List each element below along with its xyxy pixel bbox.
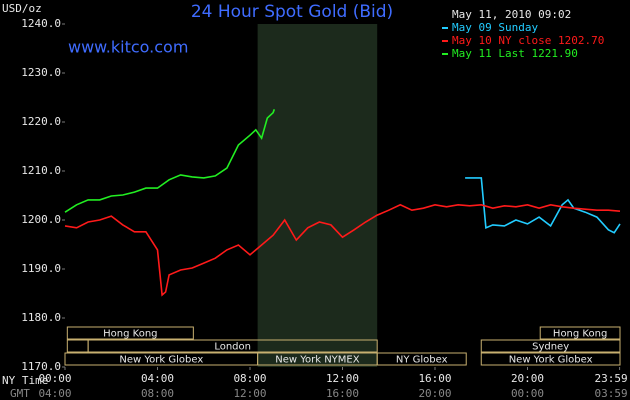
- session-label: London: [214, 342, 251, 353]
- highlight-band: [257, 24, 378, 367]
- x-tick-label: 00:00: [38, 372, 71, 385]
- session-box: [376, 352, 467, 366]
- session-label: Hong Kong: [103, 329, 157, 340]
- y-axis-label: USD/oz: [2, 2, 42, 15]
- session-box: [66, 339, 89, 353]
- legend-label: May 10 NY close 1202.70: [452, 34, 604, 47]
- legend-label: May 09 Sunday: [452, 21, 538, 34]
- session-label: New York Globex: [509, 355, 593, 366]
- x-tick-label: 12:00: [326, 372, 359, 385]
- x-tick-label: 23:59: [594, 372, 627, 385]
- gmt-tick-label: 20:00: [418, 387, 451, 400]
- x-tick-label: 04:00: [141, 372, 174, 385]
- session-label: Hong Kong: [553, 329, 607, 340]
- x-tick-label: 08:00: [233, 372, 266, 385]
- session-box: [480, 352, 621, 366]
- session-box: [66, 326, 194, 340]
- timestamp: May 11, 2010 09:02: [452, 8, 571, 21]
- series-line: [465, 177, 621, 234]
- x-tick-label: 16:00: [418, 372, 451, 385]
- x-row-label: GMT: [10, 387, 30, 400]
- gmt-tick-label: 00:00: [511, 387, 544, 400]
- x-row-label: NY Time: [2, 374, 48, 387]
- series-line: [64, 109, 276, 213]
- gmt-tick-label: 03:59: [594, 387, 627, 400]
- gmt-tick-label: 08:00: [141, 387, 174, 400]
- y-tick-label: 1210.0: [21, 164, 61, 177]
- session-box: [87, 339, 378, 353]
- y-tick-label: 1190.0: [21, 262, 61, 275]
- gmt-tick-label: 12:00: [233, 387, 266, 400]
- gmt-tick-label: 04:00: [38, 387, 71, 400]
- x-tick-label: 20:00: [511, 372, 544, 385]
- gmt-tick-label: 16:00: [326, 387, 359, 400]
- session-box: [480, 339, 621, 353]
- legend-label: May 11 Last 1221.90: [452, 47, 578, 60]
- session-label: NY Globex: [396, 355, 448, 366]
- watermark: www.kitco.com: [68, 38, 188, 57]
- y-tick-label: 1200.0: [21, 213, 61, 226]
- session-label: Sydney: [532, 342, 569, 353]
- y-tick-label: 1170.0: [21, 360, 61, 373]
- y-tick-label: 1240.0: [21, 17, 61, 30]
- session-label: New York Globex: [119, 355, 203, 366]
- series-line: [64, 203, 621, 297]
- y-tick-label: 1230.0: [21, 66, 61, 79]
- session-label: New York NYMEX: [275, 355, 360, 366]
- chart-title: 24 Hour Spot Gold (Bid): [191, 2, 393, 22]
- session-box: [539, 326, 621, 340]
- y-tick-label: 1220.0: [21, 115, 61, 128]
- y-tick-label: 1180.0: [21, 311, 61, 324]
